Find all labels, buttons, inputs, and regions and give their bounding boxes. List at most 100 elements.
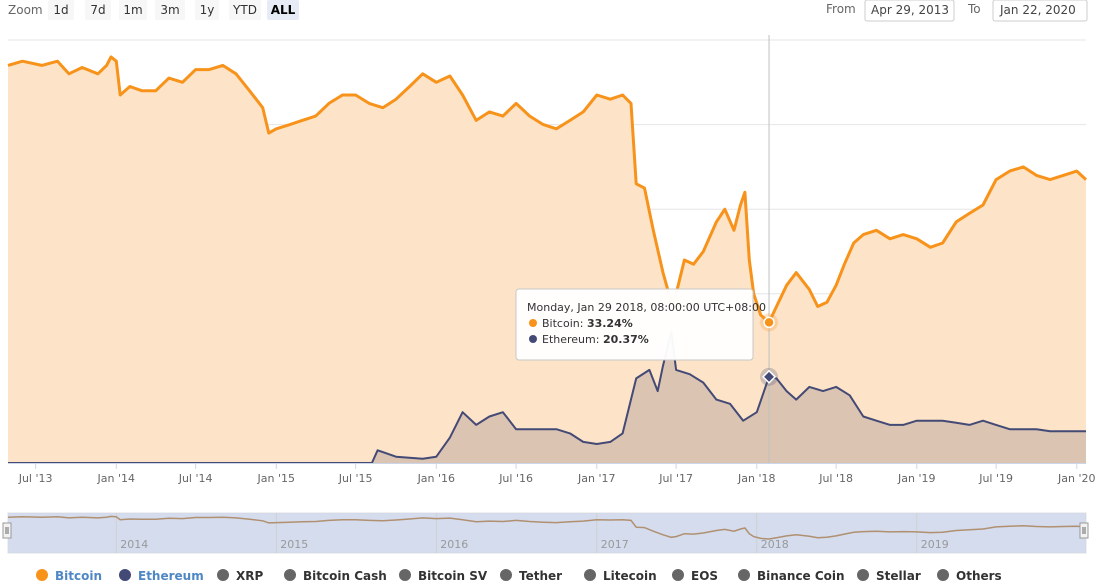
zoom-button-bg	[155, 0, 185, 20]
zoom-button-ytd[interactable]: YTD	[229, 0, 261, 20]
legend-item-bitcoin-cash[interactable]: Bitcoin Cash	[284, 569, 387, 583]
navigator-year-label: 2014	[120, 538, 148, 551]
zoom-button-3m[interactable]: 3m	[155, 0, 185, 20]
x-tick-label: Jul '14	[178, 472, 213, 485]
x-tick-label: Jan '15	[257, 472, 295, 485]
zoom-button-7d[interactable]: 7d	[85, 0, 111, 20]
bitcoin-series-line[interactable]	[7, 55, 1088, 324]
zoom-button-label: ALL	[271, 3, 296, 17]
x-tick-label: Jul '13	[18, 472, 53, 485]
to-label: To	[967, 2, 981, 16]
x-tick-label: Jan '14	[97, 472, 135, 485]
navigator-left-handle-box	[2, 522, 12, 539]
series-layer	[7, 55, 1088, 464]
zoom-button-all[interactable]: ALL	[267, 0, 299, 20]
hover-markers	[760, 313, 779, 386]
legend-symbol	[584, 569, 596, 581]
legend: Bitcoin Ethereum XRP Bitcoin Cash Bitcoin SV…	[36, 569, 1002, 583]
legend-label: XRP	[236, 569, 263, 583]
navigator-right-handle[interactable]	[1079, 522, 1089, 539]
bitcoin-area	[8, 56, 1086, 464]
navigator[interactable]: 2014 2015 2016 2017 2018 2019	[2, 512, 1089, 554]
zoom-button-bg	[267, 0, 299, 20]
zoom-button-label: 1d	[53, 3, 68, 17]
tooltip-ethereum-name: Ethereum	[542, 333, 596, 346]
x-tick-label: Jan '19	[897, 472, 935, 485]
legend-label: Bitcoin SV	[418, 569, 488, 583]
navigator-year-label: 2016	[440, 538, 468, 551]
legend-label: EOS	[691, 569, 718, 583]
legend-item-bitcoin[interactable]: Bitcoin	[36, 569, 102, 583]
to-date-box	[992, 0, 1088, 22]
plot-area[interactable]: Jul '13 Jan '14 Jul '14 Jan '15 Jul '15 Jan '…	[7, 35, 1096, 485]
legend-label: Others	[956, 569, 1002, 583]
zoom-button-bg	[119, 0, 147, 20]
ethereum-hover-marker	[761, 369, 777, 384]
ethereum-series-line[interactable]	[8, 330, 1086, 464]
legend-label: Stellar	[876, 569, 921, 583]
legend-item-stellar[interactable]: Stellar	[857, 569, 921, 583]
legend-item-others[interactable]: Others	[937, 569, 1002, 583]
x-tick-label: Jan '16	[417, 472, 455, 485]
from-date-input[interactable]: Apr 29, 2013	[864, 0, 955, 22]
zoom-button-label: YTD	[232, 3, 257, 17]
legend-label: Bitcoin	[55, 569, 102, 583]
navigator-left-handle[interactable]	[2, 522, 12, 539]
legend-item-binance-coin[interactable]: Binance Coin	[738, 569, 845, 583]
from-date-value: Apr 29, 2013	[871, 3, 949, 17]
tooltip-box	[515, 288, 754, 361]
tooltip-bitcoin-name: Bitcoin	[542, 317, 580, 330]
navigator-year-label: 2017	[601, 538, 629, 551]
navigator-year-label: 2019	[921, 538, 949, 551]
legend-label: Bitcoin Cash	[303, 569, 387, 583]
legend-symbol	[672, 569, 684, 581]
legend-symbol	[284, 569, 296, 581]
to-date-input[interactable]: Jan 22, 2020	[992, 0, 1088, 22]
legend-item-tether[interactable]: Tether	[500, 569, 562, 583]
from-date-box	[864, 0, 955, 22]
x-tick-label: Jul '18	[818, 472, 853, 485]
zoom-button-label: 1y	[200, 3, 215, 17]
to-date-value: Jan 22, 2020	[999, 3, 1076, 17]
navigator-selected-range[interactable]	[8, 513, 1086, 553]
legend-label: Binance Coin	[757, 569, 845, 583]
tooltip-ethereum-value: 20.37%	[603, 333, 649, 346]
legend-symbol	[217, 569, 229, 581]
legend-item-ethereum[interactable]: Ethereum	[119, 569, 204, 583]
zoom-label: Zoom	[8, 3, 43, 17]
legend-symbol	[119, 569, 131, 581]
zoom-button-1m[interactable]: 1m	[119, 0, 147, 20]
navigator-series-line	[7, 515, 1087, 540]
tooltip-bitcoin-sep: :	[580, 317, 587, 330]
zoom-button-1y[interactable]: 1y	[195, 0, 219, 20]
legend-label: Tether	[519, 569, 562, 583]
legend-label: Litecoin	[603, 569, 657, 583]
tooltip-bitcoin-row: Bitcoin: 33.24%	[542, 317, 633, 330]
tooltip-ethereum-dot	[529, 335, 537, 343]
ethereum-area	[8, 331, 1086, 463]
legend-symbol	[937, 569, 949, 581]
from-label: From	[826, 2, 856, 16]
legend-symbol	[36, 569, 48, 581]
navigator-right-handle-box	[1079, 522, 1089, 539]
x-tick-label: Jan '18	[737, 472, 775, 485]
bitcoin-hover-marker	[763, 316, 775, 329]
zoom-button-1d[interactable]: 1d	[48, 0, 74, 20]
x-tick-label: Jul '19	[978, 472, 1013, 485]
zoom-buttons: 1d 7d 1m 3m 1y YTD ALL	[48, 0, 299, 20]
legend-item-litecoin[interactable]: Litecoin	[584, 569, 657, 583]
legend-symbol	[500, 569, 512, 581]
tooltip-header: Monday, Jan 29 2018, 08:00:00 UTC+08:00	[527, 301, 766, 314]
zoom-button-bg	[229, 0, 261, 20]
toolbar: Zoom 1d 7d 1m 3m 1y YTD ALL From Apr 29, 2013 …	[8, 0, 1088, 22]
x-tick-label: Jan '17	[577, 472, 615, 485]
legend-item-bitcoin-sv[interactable]: Bitcoin SV	[399, 569, 488, 583]
legend-item-xrp[interactable]: XRP	[217, 569, 263, 583]
tooltip-bitcoin-value: 33.24%	[587, 317, 633, 330]
legend-item-eos[interactable]: EOS	[672, 569, 718, 583]
x-tick-label: Jul '16	[498, 472, 533, 485]
navigator-year-label: 2015	[280, 538, 308, 551]
zoom-button-bg	[195, 0, 219, 20]
zoom-button-label: 1m	[123, 3, 142, 17]
